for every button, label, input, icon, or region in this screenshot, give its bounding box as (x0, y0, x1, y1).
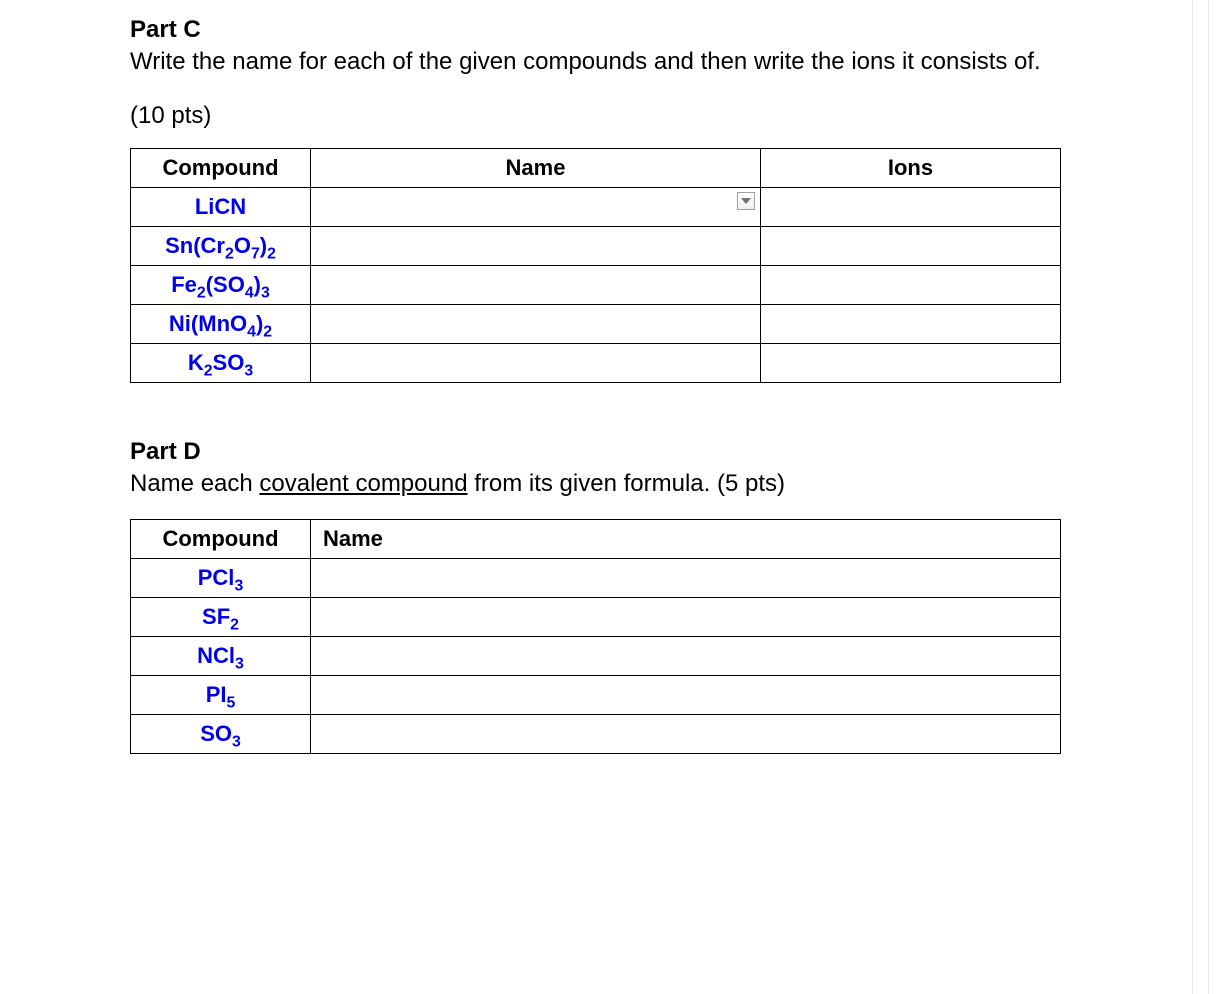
partD-heading: Part D (130, 438, 1080, 466)
table-row: Fe2(SO4)3 (131, 266, 1061, 305)
ions-cell[interactable] (761, 344, 1061, 383)
table-row: Sn(Cr2O7)2 (131, 227, 1061, 266)
name-cell[interactable] (311, 636, 1061, 675)
content: Part C Write the name for each of the gi… (130, 16, 1080, 754)
ions-cell[interactable] (761, 305, 1061, 344)
col-header-name: Name (311, 149, 761, 188)
compound-cell: PI5 (131, 675, 311, 714)
ions-cell[interactable] (761, 227, 1061, 266)
partC-instruction: Write the name for each of the given com… (130, 46, 1080, 78)
compound-cell: PCl3 (131, 558, 311, 597)
partC-heading: Part C (130, 16, 1080, 44)
name-cell[interactable] (311, 305, 761, 344)
name-cell[interactable] (311, 597, 1061, 636)
table-row: Ni(MnO4)2 (131, 305, 1061, 344)
partC-points: (10 pts) (130, 102, 1080, 130)
compound-cell: Ni(MnO4)2 (131, 305, 311, 344)
col-header-name: Name (311, 519, 1061, 558)
table-row: PI5 (131, 675, 1061, 714)
partD-instruction-underlined: covalent compound (259, 470, 467, 497)
compound-cell: Fe2(SO4)3 (131, 266, 311, 305)
partD-instruction: Name each covalent compound from its giv… (130, 468, 1080, 500)
partD-instruction-pre: Name each (130, 470, 259, 497)
dropdown-icon[interactable] (737, 192, 755, 210)
name-cell[interactable] (311, 558, 1061, 597)
compound-cell: SF2 (131, 597, 311, 636)
table-row: SF2 (131, 597, 1061, 636)
col-header-compound: Compound (131, 149, 311, 188)
partC-table: Compound Name Ions LiCNSn(Cr2O7)2Fe2(SO4… (130, 148, 1061, 383)
table-row: PCl3 (131, 558, 1061, 597)
spacer (130, 383, 1080, 438)
compound-cell: K2SO3 (131, 344, 311, 383)
edge-line-1 (1192, 0, 1193, 994)
name-cell[interactable] (311, 188, 761, 227)
table-row: SO3 (131, 714, 1061, 753)
table-header-row: Compound Name Ions (131, 149, 1061, 188)
name-cell[interactable] (311, 675, 1061, 714)
table-row: LiCN (131, 188, 1061, 227)
ions-cell[interactable] (761, 188, 1061, 227)
name-cell[interactable] (311, 344, 761, 383)
compound-cell: NCl3 (131, 636, 311, 675)
table-header-row: Compound Name (131, 519, 1061, 558)
table-row: NCl3 (131, 636, 1061, 675)
table-row: K2SO3 (131, 344, 1061, 383)
col-header-ions: Ions (761, 149, 1061, 188)
ions-cell[interactable] (761, 266, 1061, 305)
compound-cell: Sn(Cr2O7)2 (131, 227, 311, 266)
compound-cell: LiCN (131, 188, 311, 227)
edge-line-2 (1208, 0, 1209, 994)
col-header-compound: Compound (131, 519, 311, 558)
page: Part C Write the name for each of the gi… (0, 0, 1220, 754)
name-cell[interactable] (311, 714, 1061, 753)
spacer-small (130, 505, 1080, 519)
compound-cell: SO3 (131, 714, 311, 753)
name-cell[interactable] (311, 227, 761, 266)
partD-table: Compound Name PCl3SF2NCl3PI5SO3 (130, 519, 1061, 754)
partD-instruction-post: from its given formula. (5 pts) (468, 470, 785, 497)
name-cell[interactable] (311, 266, 761, 305)
